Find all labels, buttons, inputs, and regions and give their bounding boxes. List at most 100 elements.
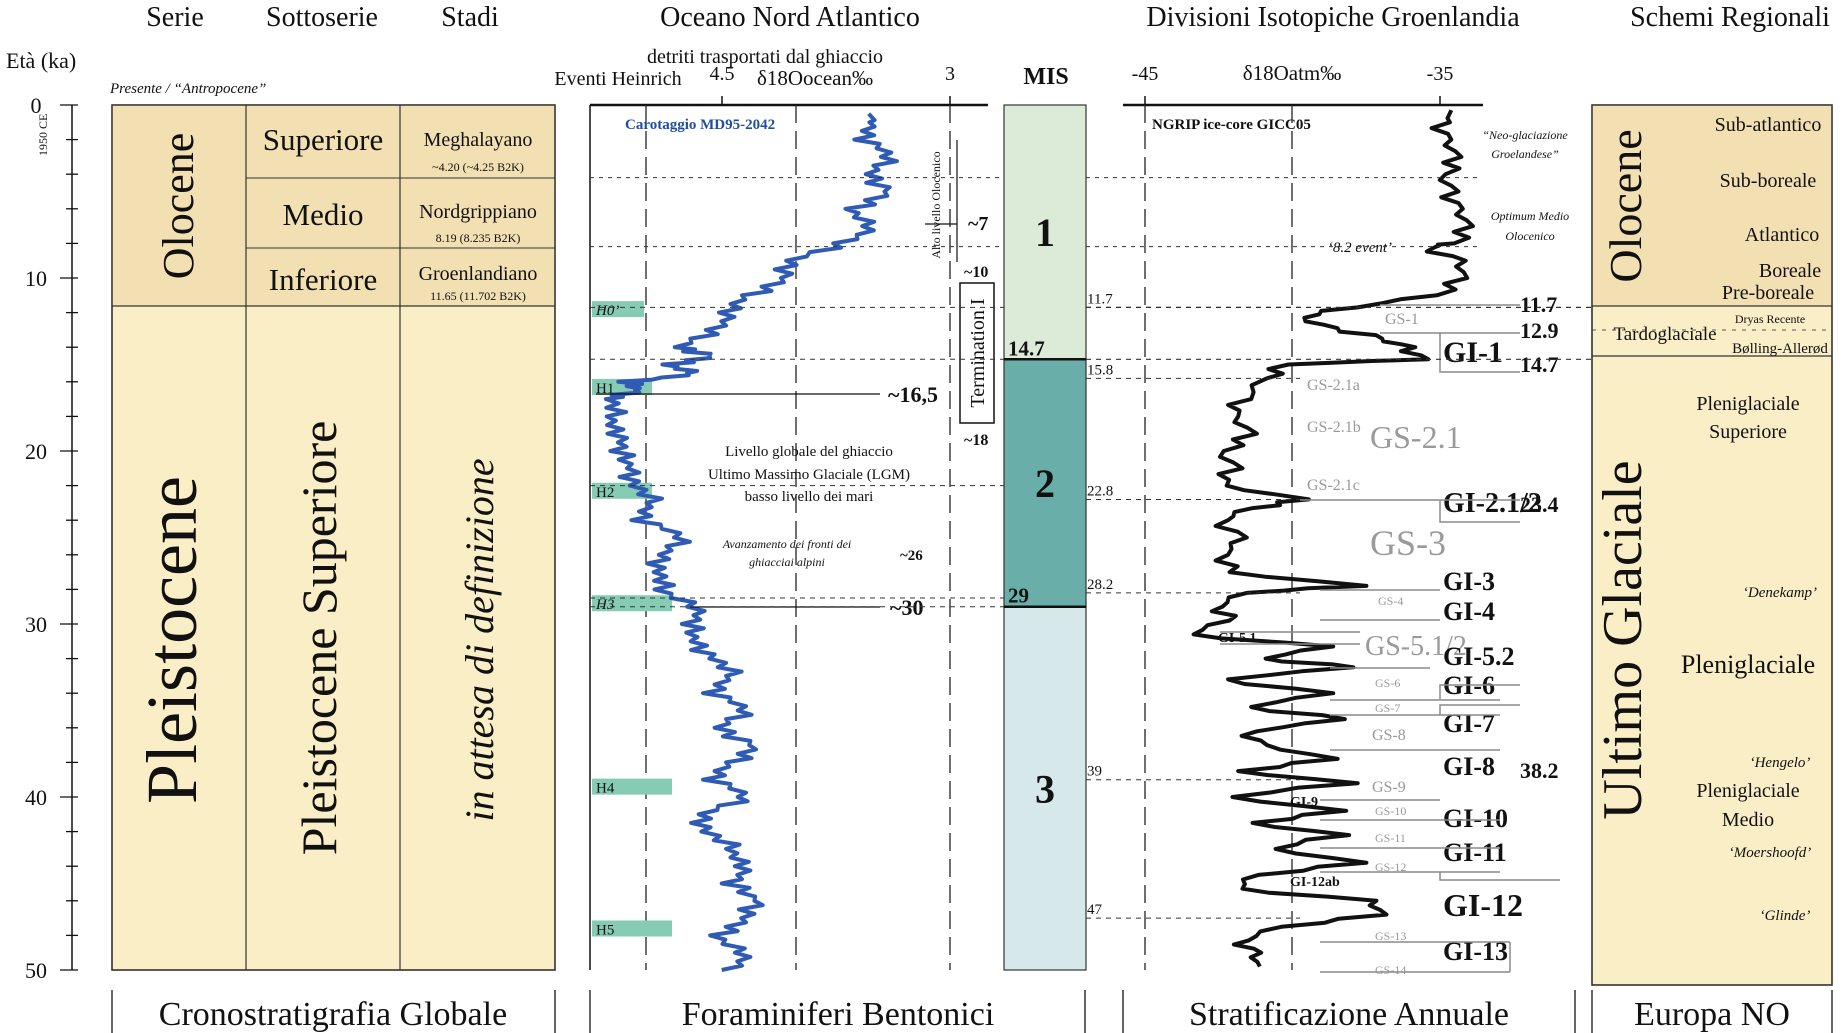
annot-eighteen: ~18	[964, 432, 988, 449]
regional-pleniglaciale-medio-1: Pleniglaciale	[1696, 780, 1799, 802]
ngrip-core-label: NGRIP ice-core GICC05	[1152, 117, 1311, 133]
age-tick-label: 40	[25, 785, 47, 810]
heinrich-events: H0’ H1 H2 H3 H4 H5	[592, 301, 672, 938]
gs-8: GS-8	[1372, 727, 1406, 744]
heinrich-band	[592, 595, 672, 612]
benthic-tick-45: 4.5	[710, 63, 735, 85]
regional-ultimo-glaciale: Ultimo Glaciale	[1592, 460, 1654, 819]
gi-12: GI-12	[1443, 887, 1523, 923]
header-stadi: Stadi	[441, 2, 499, 33]
regional-denekamp: ‘Denekamp’	[1743, 585, 1817, 601]
heinrich-band	[592, 920, 672, 937]
mis-stage-block	[1003, 104, 1087, 360]
termination-box	[959, 282, 995, 424]
gi-3: GI-3	[1443, 567, 1495, 596]
gs-4: GS-4	[1378, 594, 1403, 608]
sottoserie-superiore: Superiore	[263, 122, 384, 157]
gi-1: GI-1	[1443, 336, 1503, 369]
ngrip-left-age: 15.8	[1087, 362, 1113, 378]
ngrip-left-age: 47	[1087, 902, 1103, 918]
mis-stage-block	[1003, 358, 1087, 608]
mis-stage-label: 3	[1035, 766, 1055, 811]
benthic-core-label: Carotaggio MD95-2042	[625, 117, 775, 133]
gs-1: GS-1	[1385, 311, 1419, 328]
gs-2-1a: GS-2.1a	[1307, 377, 1360, 394]
benthic-panel: detriti trasportati dal ghiaccio Eventi …	[554, 46, 995, 972]
annot-sixteen: ~16,5	[888, 382, 938, 407]
benthic-tick-3: 3	[945, 63, 955, 85]
ngrip-left-age: 28.2	[1087, 577, 1113, 593]
mis-stages: 1 2 3 14.7 29	[1003, 104, 1087, 971]
bracket-gs6-8	[1330, 667, 1520, 751]
annot-alto-livello: Alto livello Olocenico	[929, 151, 943, 258]
gs-7: GS-7	[1375, 701, 1400, 715]
regional-boreale: Boreale	[1759, 260, 1821, 282]
annot-alpine-1: Avanzamento dei fronti dei	[722, 537, 852, 551]
holocene-band	[112, 105, 555, 306]
annot-seven: ~7	[968, 213, 988, 235]
gi-11: GI-11	[1443, 838, 1507, 867]
gs-2-1: GS-2.1	[1370, 419, 1462, 455]
gs-11: GS-11	[1375, 831, 1406, 845]
benthic-title-top: detriti trasportati dal ghiaccio	[647, 46, 883, 68]
heinrich-label: H4	[596, 781, 615, 797]
serie-olocene: Olocene	[154, 133, 203, 280]
annot-opt-2: Olocenico	[1505, 229, 1554, 243]
regional-pleniglaciale-sup-2: Superiore	[1709, 421, 1787, 443]
footer-bracket-crono	[111, 990, 556, 1033]
annot-thirty: ~30	[890, 595, 923, 620]
gi-5-1: GI-5.1	[1218, 631, 1257, 646]
bracket-gi3-4	[1320, 589, 1440, 621]
regional-tardoglaciale: Tardoglaciale	[1613, 324, 1716, 345]
right-age-23-4: 23.4	[1520, 492, 1559, 517]
footer-strat: Stratificazione Annuale	[1189, 996, 1509, 1033]
regional-olocene: Olocene	[1600, 129, 1651, 282]
stadial-brackets	[1220, 304, 1560, 973]
ngrip-d18o-label: δ18Oatm‰	[1243, 61, 1342, 85]
right-age-12-9: 12.9	[1520, 318, 1559, 343]
annot-termination: Termination I	[967, 298, 989, 407]
stadio-in-attesa: in attesa di definizione	[457, 458, 502, 821]
regional-column: Olocene Ultimo Glaciale Sub-atlantico Su…	[1591, 104, 1833, 986]
stadio-meghalayano: Meghalayano	[424, 129, 533, 151]
gs-2-1b: GS-2.1b	[1307, 419, 1361, 436]
annot-lgm-2: Ultimo Massimo Glaciale (LGM)	[708, 467, 910, 483]
annot-opt-1: Optimum Medio	[1491, 209, 1569, 223]
benthic-title-bottom: Eventi Heinrich	[554, 68, 681, 90]
regional-pre-boreale: Pre-boreale	[1722, 282, 1814, 304]
sottoserie-inferiore: Inferiore	[269, 262, 377, 297]
gs-5: GS-5.1/2	[1365, 631, 1467, 662]
regional-holocene-band	[1592, 105, 1832, 306]
footer: Cronostratigrafia Globale Foraminiferi B…	[111, 990, 1833, 1033]
stadio-meghalayano-date: ~4.20 (~4.25 B2K)	[432, 160, 524, 174]
header-sottoserie: Sottoserie	[266, 2, 378, 33]
mis-stage-label: 2	[1035, 461, 1055, 506]
annot-lgm-1: Livello globale del ghiaccio	[725, 444, 893, 460]
stadio-nordgrippiano-date: 8.19 (8.235 B2K)	[436, 231, 521, 245]
regional-pleniglaciale: Pleniglaciale	[1681, 650, 1815, 679]
gs-2-1c: GS-2.1c	[1307, 477, 1360, 494]
gi-4: GI-4	[1443, 597, 1495, 626]
presente-label: Presente / “Antropocene”	[109, 81, 266, 97]
benthic-d18o-line	[603, 112, 899, 972]
age-tick-label: 10	[25, 266, 47, 291]
serie-pleistocene: Pleistocene	[132, 476, 212, 804]
sottoserie-pleistocene-superiore: Pleistocene Superiore	[291, 421, 347, 856]
benthic-d18o-label: δ18Oocean‰	[757, 66, 873, 90]
mis-boundary-label: 29	[1008, 584, 1029, 608]
age-tick-label: 0	[31, 93, 42, 118]
right-age-14-7: 14.7	[1520, 352, 1559, 377]
age-tick-label: 30	[25, 612, 47, 637]
heinrich-label: H1	[596, 381, 614, 397]
gi-2: GI-2.1/2	[1443, 488, 1542, 519]
gs-6: GS-6	[1375, 676, 1400, 690]
footer-foram: Foraminiferi Bentonici	[682, 996, 995, 1033]
mis-stage-label: 1	[1035, 210, 1055, 255]
gi-12ab: GI-12ab	[1290, 875, 1340, 890]
gs-12: GS-12	[1375, 860, 1406, 874]
heinrich-label: H5	[596, 922, 614, 938]
ngrip-left-age: 11.7	[1087, 291, 1113, 307]
annot-lgm-3: basso livello dei mari	[745, 489, 874, 505]
bracket-gs9-14	[1320, 799, 1560, 973]
